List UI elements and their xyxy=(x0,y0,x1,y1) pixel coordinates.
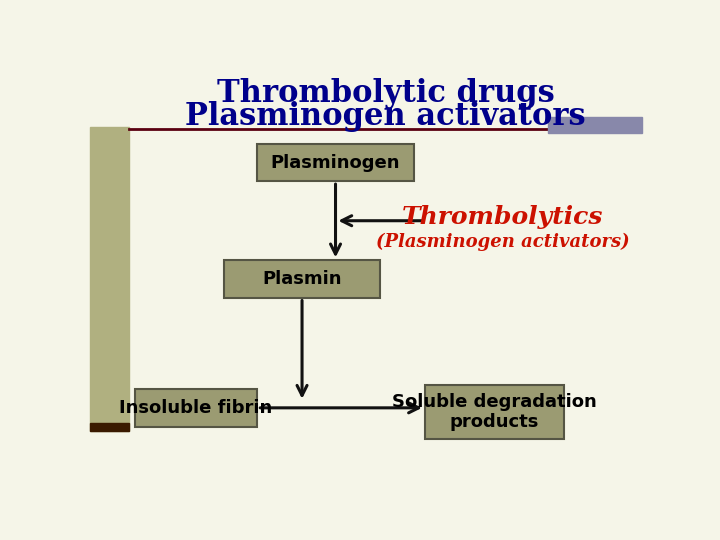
Text: Insoluble fibrin: Insoluble fibrin xyxy=(120,399,273,417)
Text: (Plasminogen activators): (Plasminogen activators) xyxy=(376,232,630,251)
Text: Thrombolytic drugs: Thrombolytic drugs xyxy=(217,78,554,110)
Text: Plasmin: Plasmin xyxy=(262,270,342,288)
FancyBboxPatch shape xyxy=(224,260,380,298)
Text: Plasminogen: Plasminogen xyxy=(271,153,400,172)
Text: Thrombolytics: Thrombolytics xyxy=(402,205,603,228)
Bar xyxy=(90,423,129,431)
FancyBboxPatch shape xyxy=(425,385,564,439)
Bar xyxy=(90,127,129,431)
Bar xyxy=(547,117,642,133)
Text: Plasminogen activators: Plasminogen activators xyxy=(186,102,586,132)
Text: Soluble degradation
products: Soluble degradation products xyxy=(392,393,597,431)
FancyBboxPatch shape xyxy=(258,144,414,181)
FancyBboxPatch shape xyxy=(135,389,258,427)
